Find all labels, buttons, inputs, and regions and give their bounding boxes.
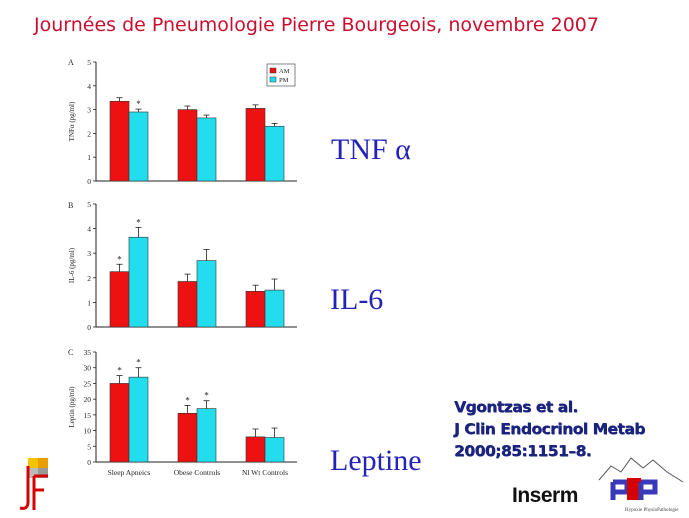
- bar: [109, 100, 130, 182]
- inserm-logo: Inserm: [512, 484, 578, 507]
- y-tick-label: 1: [87, 153, 91, 162]
- jf-logo-icon: [19, 458, 48, 510]
- y-tick-label: 20: [84, 395, 92, 404]
- reference-journal: J Clin Endocrinol Metab: [454, 420, 645, 438]
- y-tick-label: 0: [87, 323, 91, 332]
- legend-swatch: [269, 67, 277, 74]
- y-tick-label: 2: [87, 274, 91, 283]
- y-tick-label: 0: [87, 458, 91, 467]
- hp-logo-icon: Hypoxie PhysioPathologie: [598, 457, 684, 513]
- y-axis-label: IL-6 (pg/ml): [68, 247, 76, 283]
- y-tick-label: 4: [87, 225, 91, 234]
- bar: [245, 291, 266, 328]
- significance-star: *: [136, 358, 141, 368]
- jf-logo: [14, 456, 58, 512]
- bar: [245, 436, 266, 463]
- panel-letter: A: [68, 58, 74, 67]
- reference-citation: Vgontzas et al. J Clin Endocrinol Metab …: [454, 396, 645, 462]
- y-axis-label: Leptin (pg/ml): [68, 386, 76, 428]
- bar: [264, 289, 285, 328]
- y-tick-label: 4: [87, 82, 91, 91]
- x-tick-label: Sleep Apneics: [108, 468, 151, 477]
- bar: [128, 236, 149, 328]
- y-tick-label: 2: [87, 129, 91, 138]
- y-tick-label: 35: [84, 348, 92, 357]
- slide-title: Journées de Pneumologie Pierre Bourgeois…: [34, 14, 599, 36]
- bar: [128, 111, 149, 182]
- il6-label: IL-6: [330, 283, 384, 316]
- y-tick-label: 25: [84, 379, 92, 388]
- significance-star: *: [185, 395, 190, 405]
- y-tick-label: 3: [87, 249, 91, 258]
- y-tick-label: 1: [87, 298, 91, 307]
- bar: [128, 376, 149, 463]
- y-tick-label: 3: [87, 106, 91, 115]
- x-tick-label: Obese Controls: [174, 468, 221, 477]
- bar: [196, 260, 217, 328]
- reference-authors: Vgontzas et al.: [454, 398, 578, 416]
- panel-letter: B: [68, 201, 73, 210]
- y-tick-label: 5: [87, 442, 91, 451]
- bar: [196, 408, 217, 463]
- y-tick-label: 10: [84, 427, 92, 436]
- bar: [177, 412, 198, 463]
- y-tick-label: 0: [87, 177, 91, 186]
- bar: [109, 271, 130, 328]
- legend-label: PM: [279, 77, 289, 84]
- hp-logo: Hypoxie PhysioPathologie: [597, 452, 685, 514]
- bar: [245, 108, 266, 182]
- legend-label: AM: [279, 68, 290, 75]
- bar: [264, 125, 285, 182]
- significance-star: *: [117, 254, 122, 264]
- reference-volume: 2000;85:1151–8.: [454, 442, 592, 460]
- significance-star: *: [204, 391, 209, 401]
- bar: [177, 109, 198, 182]
- hp-caption: Hypoxie PhysioPathologie: [625, 508, 679, 513]
- significance-star: *: [117, 366, 122, 376]
- y-axis-label: TNFα (pg/ml): [68, 101, 76, 141]
- tnf-label: TNF α: [331, 133, 411, 166]
- panel-letter: C: [68, 348, 73, 357]
- y-tick-label: 30: [84, 364, 92, 373]
- leptine-label: Leptine: [330, 444, 422, 477]
- y-tick-label: 15: [84, 411, 92, 420]
- significance-star: *: [136, 99, 141, 109]
- bar: [264, 437, 285, 463]
- y-tick-label: 5: [87, 58, 91, 67]
- bar: [196, 117, 217, 182]
- significance-star: *: [136, 217, 141, 227]
- y-tick-label: 5: [87, 200, 91, 209]
- bar: [177, 281, 198, 328]
- bar: [109, 383, 130, 463]
- legend-swatch: [269, 76, 277, 83]
- x-tick-label: Nl Wt Controls: [242, 468, 288, 477]
